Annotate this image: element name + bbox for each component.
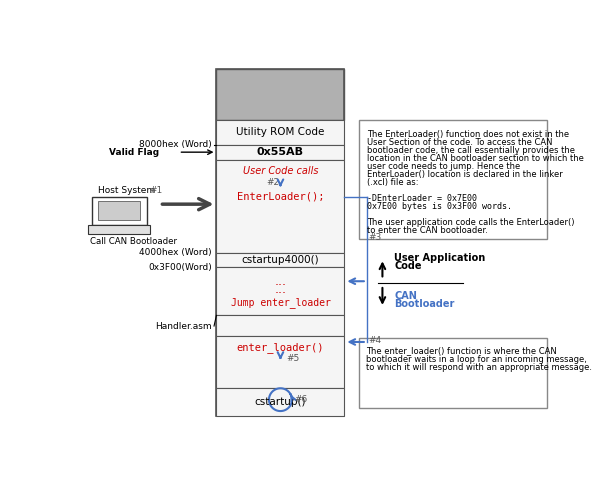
Text: #6: #6 bbox=[294, 395, 308, 404]
FancyBboxPatch shape bbox=[217, 387, 345, 416]
Text: bootloader waits in a loop for an incoming message,: bootloader waits in a loop for an incomi… bbox=[366, 354, 587, 363]
Text: #3: #3 bbox=[368, 233, 382, 242]
FancyBboxPatch shape bbox=[359, 120, 548, 240]
Text: location in the CAN bootloader section to which the: location in the CAN bootloader section t… bbox=[367, 154, 584, 163]
Text: #1: #1 bbox=[149, 186, 163, 195]
Text: #2: #2 bbox=[267, 178, 280, 187]
Text: CAN: CAN bbox=[394, 291, 417, 301]
Text: enter_loader(): enter_loader() bbox=[237, 342, 324, 353]
Text: 0x55AB: 0x55AB bbox=[257, 147, 304, 157]
FancyBboxPatch shape bbox=[217, 316, 345, 336]
Text: Utility ROM Code: Utility ROM Code bbox=[236, 127, 324, 137]
Text: User Code calls: User Code calls bbox=[243, 166, 318, 176]
Text: EnterLoader() location is declared in the linker: EnterLoader() location is declared in th… bbox=[367, 170, 562, 179]
FancyBboxPatch shape bbox=[92, 197, 147, 225]
Text: -DEnterLoader = 0x7E00: -DEnterLoader = 0x7E00 bbox=[367, 194, 477, 203]
Text: User Section of the code. To access the CAN: User Section of the code. To access the … bbox=[367, 138, 552, 147]
FancyBboxPatch shape bbox=[217, 120, 345, 144]
Text: EnterLoader();: EnterLoader(); bbox=[237, 192, 324, 202]
Text: Valid Flag: Valid Flag bbox=[110, 148, 160, 157]
Text: Bootloader: Bootloader bbox=[394, 299, 455, 309]
Text: 0x3F00(Word): 0x3F00(Word) bbox=[148, 263, 212, 272]
FancyBboxPatch shape bbox=[99, 201, 140, 220]
Text: ...: ... bbox=[274, 275, 286, 288]
FancyBboxPatch shape bbox=[217, 144, 345, 160]
Text: Call CAN Bootloader: Call CAN Bootloader bbox=[90, 237, 177, 246]
Text: Jump enter_loader: Jump enter_loader bbox=[231, 297, 330, 308]
Text: bootloader code, the call essentially provides the: bootloader code, the call essentially pr… bbox=[367, 146, 575, 155]
Text: to which it will respond with an appropriate message.: to which it will respond with an appropr… bbox=[366, 363, 592, 372]
Text: The user application code calls the EnterLoader(): The user application code calls the Ente… bbox=[367, 218, 574, 227]
FancyBboxPatch shape bbox=[88, 225, 150, 234]
FancyBboxPatch shape bbox=[217, 253, 345, 267]
Text: 0x7E00 bytes is 0x3F00 words.: 0x7E00 bytes is 0x3F00 words. bbox=[367, 202, 512, 211]
Text: user code needs to jump. Hence the: user code needs to jump. Hence the bbox=[367, 162, 520, 171]
Text: ...: ... bbox=[274, 283, 286, 296]
FancyBboxPatch shape bbox=[217, 69, 345, 120]
Text: Host System: Host System bbox=[98, 186, 155, 195]
FancyBboxPatch shape bbox=[359, 338, 548, 408]
Text: The EnterLoader() function does not exist in the: The EnterLoader() function does not exis… bbox=[367, 130, 569, 139]
Text: cstartup(): cstartup() bbox=[255, 397, 306, 407]
FancyBboxPatch shape bbox=[217, 160, 345, 253]
Text: (.xcl) file as:: (.xcl) file as: bbox=[367, 178, 418, 187]
Text: #5: #5 bbox=[286, 354, 299, 363]
Text: User Application: User Application bbox=[394, 253, 485, 263]
Text: 4000hex (Word): 4000hex (Word) bbox=[139, 248, 212, 257]
Text: Code: Code bbox=[394, 261, 422, 271]
Text: Handler.asm: Handler.asm bbox=[155, 321, 212, 330]
FancyBboxPatch shape bbox=[217, 267, 345, 316]
Text: cstartup4000(): cstartup4000() bbox=[242, 255, 319, 265]
Text: to enter the CAN bootloader.: to enter the CAN bootloader. bbox=[367, 226, 488, 235]
FancyBboxPatch shape bbox=[217, 336, 345, 387]
Text: 8000hex (Word): 8000hex (Word) bbox=[139, 140, 212, 149]
Text: The enter_loader() function is where the CAN: The enter_loader() function is where the… bbox=[366, 346, 556, 355]
Text: #4: #4 bbox=[368, 336, 382, 345]
